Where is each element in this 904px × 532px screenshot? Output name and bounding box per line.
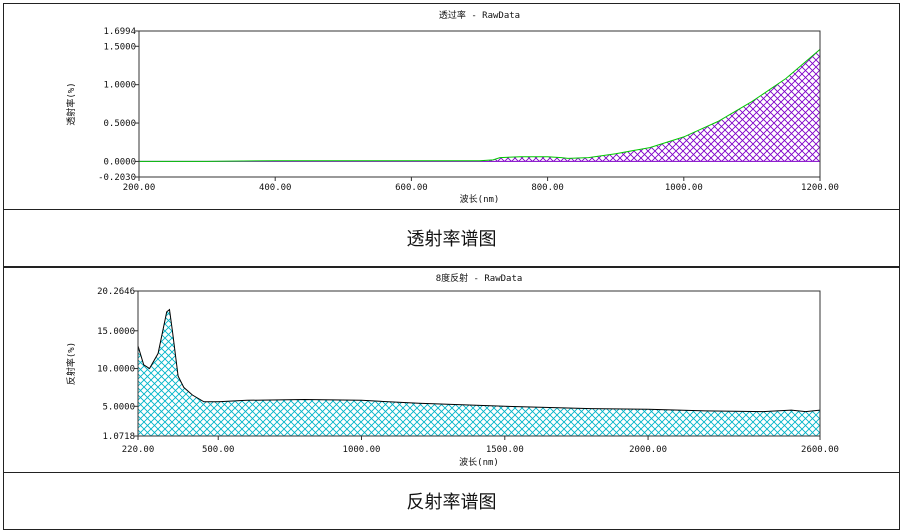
x-axis-label: 波长(nm) [460, 193, 500, 205]
x-tick-label: 400.00 [259, 183, 292, 193]
x-tick-label: 1000.00 [343, 445, 381, 455]
x-tick-label: 220.00 [122, 445, 155, 455]
series-area-fill [139, 49, 820, 162]
y-axis-label: 反射率(%) [65, 342, 77, 385]
chart-title: 8度反射 - RawData [436, 272, 523, 284]
x-tick-label: 500.00 [202, 445, 235, 455]
x-axis-label: 波长(nm) [459, 456, 499, 468]
y-tick-label: 1.6994 [103, 27, 136, 37]
x-tick-label: 600.00 [395, 183, 428, 193]
x-tick-label: 1000.00 [665, 183, 703, 193]
transmittance-chart-panel: 透过率 - RawData 1.6994 1.5000 1.0000 0.5000 0.0… [3, 3, 900, 209]
plot-frame [138, 30, 821, 178]
x-tick-label: 2600.00 [801, 445, 839, 455]
x-tick-label: 200.00 [123, 183, 156, 193]
x-tick-label: 800.00 [531, 183, 564, 193]
y-tick-label: 10.0000 [97, 365, 135, 375]
x-tick-label: 1200.00 [801, 183, 839, 193]
y-tick-label: 1.0000 [103, 81, 136, 91]
series-area-fill [138, 309, 820, 436]
reflectance-caption-box: 反射率谱图 [3, 472, 900, 530]
transmittance-chart: 透过率 - RawData 1.6994 1.5000 1.0000 0.5000 0.0… [65, 9, 839, 205]
y-axis-label: 透射率(%) [65, 82, 77, 125]
transmittance-caption-box: 透射率谱图 [3, 209, 900, 267]
y-tick-label: 0.5000 [103, 119, 136, 129]
chart-title: 透过率 - RawData [439, 9, 520, 21]
reflectance-caption: 反射率谱图 [406, 492, 497, 513]
series-line [137, 308, 821, 413]
transmittance-caption: 透射率谱图 [406, 229, 497, 250]
x-tick-label: 1500.00 [486, 445, 524, 455]
y-tick-label: 15.0000 [97, 327, 135, 337]
series-line [139, 49, 821, 162]
reflectance-chart-panel: 8度反射 - RawData 20.2646 15.0000 10.0000 5.000… [3, 267, 900, 472]
x-tick-label: 2000.00 [629, 445, 667, 455]
y-tick-label: 20.2646 [97, 287, 135, 297]
y-tick-label: 0.0000 [103, 157, 136, 167]
y-tick-label: 5.0000 [102, 402, 135, 412]
y-tick-label: 1.0718 [102, 432, 135, 442]
y-tick-label: 1.5000 [103, 42, 136, 52]
y-tick-label: -0.2030 [98, 173, 136, 183]
plot-frame [137, 290, 821, 437]
reflectance-chart: 8度反射 - RawData 20.2646 15.0000 10.0000 5.000… [65, 272, 839, 468]
